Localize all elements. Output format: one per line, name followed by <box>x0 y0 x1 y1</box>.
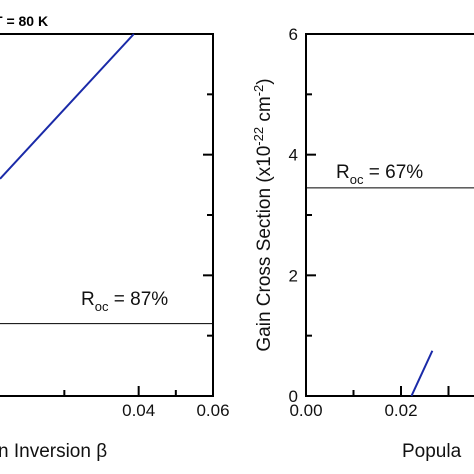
right-panel: 0 2 4 6 0.00 0.02 Roc = 67% Gain Cross Sectio… <box>251 25 474 462</box>
left-hline-label-sub: oc <box>95 299 109 314</box>
right-hline-label-rest: = 67% <box>363 162 423 183</box>
right-y-axis-title-sup: -22 <box>251 127 266 146</box>
left-ticks: 00.040.06 <box>63 33 230 420</box>
right-ticks: 0 2 4 6 0.00 0.02 <box>289 25 450 420</box>
right-x-tick-label: 0.00 <box>289 401 322 420</box>
right-y-tick-label: 4 <box>289 146 298 165</box>
right-y-axis-title-sup2: -2 <box>251 85 266 97</box>
right-hline-label-main: R <box>336 162 350 183</box>
right-y-axis-title-c: ) <box>254 78 275 84</box>
left-x-tick-label: 0.06 <box>196 401 229 420</box>
right-y-axis-title: Gain Cross Section (x10-22 cm-2) <box>251 78 275 351</box>
left-series-line <box>0 33 135 180</box>
left-x-tick-label: 0.04 <box>122 401 155 420</box>
right-x-tick-label: 0.02 <box>384 401 417 420</box>
right-plot-frame <box>305 33 474 397</box>
right-y-tick-label: 2 <box>289 266 298 285</box>
right-x-axis-title: Popula <box>402 441 462 462</box>
right-hline-label-sub: oc <box>350 172 364 187</box>
left-panel: 00.040.06 T = 80 K Roc = 87% n Inversion… <box>0 13 230 462</box>
left-plot-frame <box>0 33 214 397</box>
left-hline-label: Roc = 87% <box>81 289 168 314</box>
left-hline-label-main: R <box>81 289 95 310</box>
right-y-tick-label: 0 <box>289 387 298 406</box>
right-series-line <box>410 350 434 397</box>
left-top-annotation: T = 80 K <box>0 13 48 29</box>
right-y-axis-title-b: cm <box>254 96 275 127</box>
right-y-tick-label: 6 <box>289 25 298 44</box>
left-x-axis-title: n Inversion β <box>0 441 107 462</box>
right-hline-label: Roc = 67% <box>336 162 423 187</box>
left-hline-label-rest: = 87% <box>108 289 168 310</box>
right-y-axis-title-a: Gain Cross Section (x10 <box>254 146 275 352</box>
